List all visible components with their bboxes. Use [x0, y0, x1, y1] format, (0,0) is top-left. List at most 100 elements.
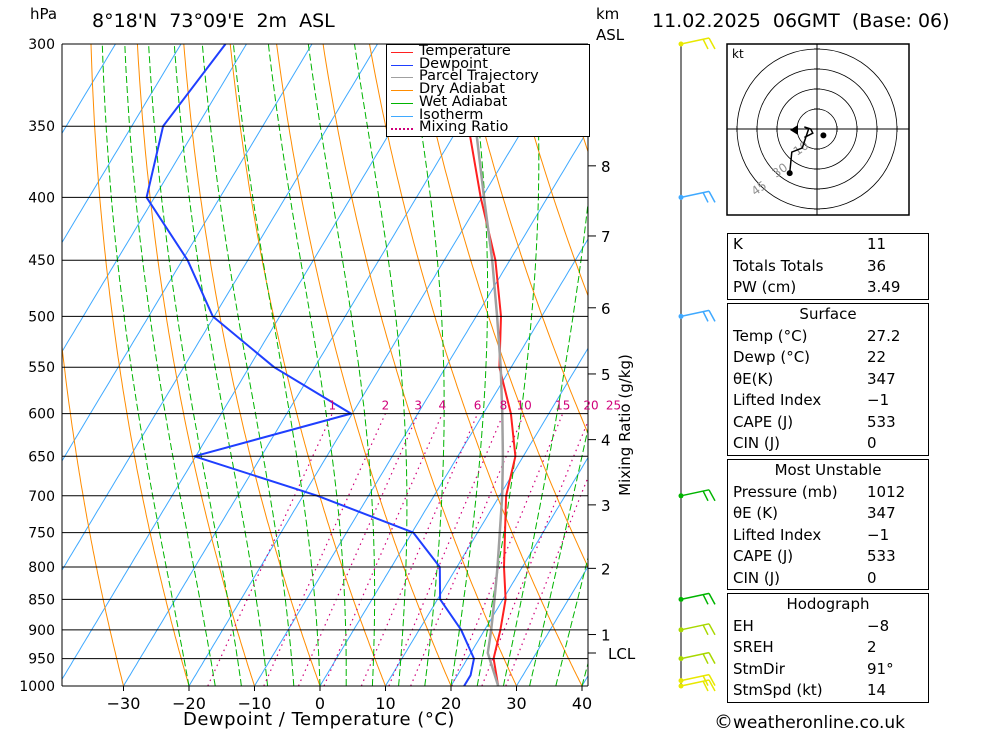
isotherm-line: [450, 456, 588, 686]
most-unstable-value: 0: [867, 568, 877, 587]
legend-swatch: [391, 102, 413, 104]
mixing-ratio-tick-label: 3: [414, 399, 422, 413]
dry-adiabat-line: [508, 44, 588, 298]
dry-adiabat-line: [136, 44, 255, 686]
wind-barb-flag: [702, 680, 709, 692]
hodograph-stat-value: 91°: [867, 659, 894, 678]
mixing-ratio-line: [388, 413, 505, 686]
legend-swatch: [391, 128, 413, 131]
wind-barb-flag: [708, 592, 716, 605]
most-unstable-value: 533: [867, 547, 896, 565]
isotherm-line: [516, 565, 588, 686]
mixing-ratio-line: [451, 413, 564, 686]
pressure-tick-label: 750: [28, 526, 55, 542]
wind-barb-shaft: [680, 651, 710, 660]
most-unstable-row: CAPE (J) 533: [728, 546, 928, 568]
surface-value: 22: [867, 348, 887, 366]
index-row: K 11: [728, 234, 928, 256]
legend-label: Temperature: [419, 43, 511, 59]
wet-adiabat-line: [529, 426, 588, 686]
footer-site[interactable]: weatheronline.co.uk: [733, 713, 906, 733]
surface-row: Temp (°C) 27.2: [728, 326, 928, 348]
most-unstable-row: Lifted Index −1: [728, 525, 928, 547]
dry-adiabat-line: [229, 44, 386, 686]
surface-label: Dewp (°C): [733, 348, 811, 366]
pressure-tick-label: 350: [28, 119, 55, 135]
surface-label: θE(K): [733, 369, 774, 388]
hodograph-stat-label: SREH: [733, 638, 774, 656]
wet-adiabat-line: [354, 44, 408, 686]
surface-table: Surface Temp (°C) 27.2 Dewp (°C) 22 θE(K) 347…: [727, 303, 929, 456]
footer: ©weatheronline.co.uk: [714, 711, 905, 733]
legend-entry: Temperature: [391, 43, 587, 59]
legend-entry: Wet Adiabat: [391, 94, 587, 110]
wind-barb: [680, 592, 716, 605]
most-unstable-label: Lifted Index: [733, 525, 822, 544]
hodograph-stat-label: StmSpd (kt): [733, 681, 823, 699]
isotherm-line: [62, 44, 444, 681]
wind-barb: [680, 309, 716, 322]
mixing-ratio-tick-label: 8: [500, 399, 508, 413]
most-unstable-table: Most Unstable Pressure (mb) 1012 θE (K) 347…: [727, 459, 929, 590]
pressure-unit-label: hPa: [30, 5, 58, 23]
legend-swatch: [391, 52, 413, 53]
most-unstable-value: 347: [867, 504, 896, 522]
legend-label: Parcel Trajectory: [419, 68, 539, 85]
wet-adiabat-line: [502, 199, 588, 686]
series-dewpoint: [145, 44, 475, 686]
isotherm-line: [123, 44, 509, 686]
hodograph-stat-label: EH: [733, 616, 754, 635]
wind-barb-flag: [702, 38, 709, 50]
hodograph-stat-row: StmDir 91°: [728, 659, 928, 681]
wind-barb-shaft: [680, 190, 710, 199]
pressure-tick-label: 1000: [19, 679, 55, 695]
wind-barb-flag: [702, 653, 709, 664]
most-unstable-value: −1: [867, 525, 890, 544]
hodograph-stat-value: 2: [867, 638, 877, 656]
dry-adiabat-line: [973, 44, 1000, 686]
mixing-ratio-line: [410, 413, 525, 686]
wind-barb-flag: [708, 623, 716, 636]
most-unstable-label: CIN (J): [733, 568, 781, 587]
hodograph-stat-value: −8: [867, 616, 890, 635]
surface-title: Surface: [799, 305, 857, 323]
km-tick-label: 5: [601, 366, 611, 384]
isotherm-line: [319, 238, 588, 686]
surface-row: CIN (J) 0: [728, 433, 928, 455]
hodograph-unit-label: kt: [732, 47, 744, 61]
x-tick-label: −10: [238, 694, 272, 713]
wind-barb-flag: [708, 674, 716, 686]
wet-adiabat-line: [201, 44, 295, 686]
dry-adiabat-line: [62, 342, 124, 686]
index-row: Totals Totals 36: [728, 256, 928, 278]
isotherm-line: [62, 44, 182, 244]
hodograph-stat-label: StmDir: [733, 659, 785, 678]
mixing-ratio-line: [505, 475, 588, 686]
surface-label: CAPE (J): [733, 412, 794, 431]
mixing-ratio-tick-label: 20: [583, 399, 598, 413]
wind-barb-shaft: [680, 37, 710, 45]
pressure-tick-label: 650: [28, 449, 55, 465]
surface-row: θE(K) 347: [728, 369, 928, 391]
surface-row: Lifted Index −1: [728, 390, 928, 412]
pressure-tick-label: 600: [28, 407, 55, 423]
mixing-ratio-tick-label: 6: [474, 399, 482, 413]
index-value: 3.49: [867, 278, 901, 296]
wet-adiabat-line: [407, 44, 445, 686]
km-asl-label: ASL: [596, 26, 625, 44]
surface-value: 533: [867, 412, 896, 431]
dry-adiabat-line: [461, 44, 588, 435]
x-tick-label: 30: [506, 694, 526, 713]
hodograph-table: Hodograph EH −8 SREH 2 StmDir 91° StmSpd (kt) 1…: [727, 593, 929, 703]
surface-row: CAPE (J) 533: [728, 412, 928, 434]
index-row: PW (cm) 3.49: [728, 277, 928, 299]
mixing-ratio-tick-label: 1: [329, 399, 337, 413]
pressure-tick-label: 800: [28, 560, 55, 576]
surface-row: Dewp (°C) 22: [728, 347, 928, 369]
isotherm-line: [62, 44, 116, 135]
most-unstable-label: Pressure (mb): [733, 482, 838, 501]
pressure-tick-label: 450: [28, 253, 55, 269]
pressure-tick-label: 300: [28, 37, 55, 53]
